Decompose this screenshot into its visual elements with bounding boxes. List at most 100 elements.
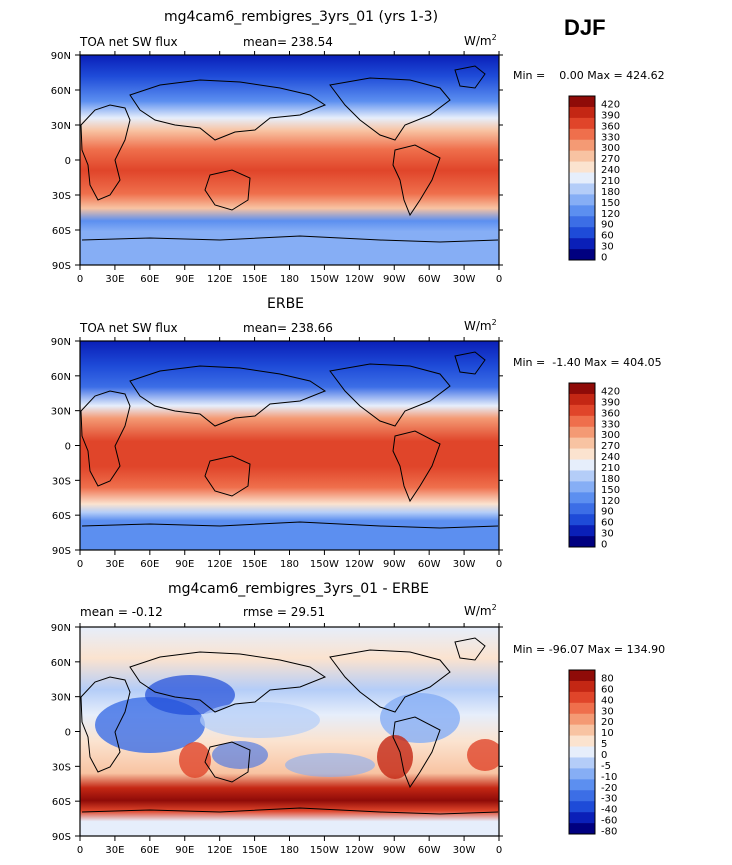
colorbar-label: 5 <box>601 739 607 750</box>
colorbar-label: 180 <box>601 474 620 485</box>
colorbar-swatch <box>569 536 595 548</box>
colorbar-label: 180 <box>601 187 620 198</box>
x-tick-label: 180 <box>280 845 299 856</box>
x-tick-label: 0 <box>496 845 502 856</box>
panel-3-title: mg4cam6_rembigres_3yrs_01 - ERBE <box>168 581 430 597</box>
x-tick-label: 90W <box>383 274 406 285</box>
y-tick-label: 60S <box>52 226 71 237</box>
x-tick-label: 30E <box>105 559 124 570</box>
x-tick-label: 150W <box>310 274 339 285</box>
colorbar-swatch <box>569 492 595 504</box>
colorbar-swatch <box>569 393 595 406</box>
colorbar-label: 30 <box>601 706 614 717</box>
axes-layer: 0 30E 60E 90E 120E 150E 180 150W 120W 90W 60W 30W 0 9… <box>51 51 503 856</box>
colorbar-label: 300 <box>601 143 620 154</box>
colorbar-swatch <box>569 194 595 206</box>
x-tick-label: 30W <box>453 274 476 285</box>
x-tick-label: 150W <box>310 845 339 856</box>
y-tick-label: 90N <box>51 623 71 634</box>
x-tick-label: 30E <box>105 274 124 285</box>
x-tick-label: 120W <box>345 845 374 856</box>
colorbar-swatch <box>569 117 595 130</box>
coastlines <box>80 65 499 815</box>
y-tick-label: 90N <box>51 337 71 348</box>
colorbar-swatch <box>569 481 595 493</box>
x-tick-label: 120E <box>207 559 232 570</box>
colorbar-swatch <box>569 227 595 239</box>
colorbar-frame <box>568 95 596 261</box>
colorbar-label: 30 <box>601 529 614 540</box>
colorbar-label: 360 <box>601 408 620 419</box>
x-tick-label: 0 <box>496 559 502 570</box>
colorbar-label: -30 <box>601 794 617 805</box>
colorbar-label: 360 <box>601 121 620 132</box>
y-tick-label: 0 <box>65 442 71 453</box>
colorbar-swatch <box>569 383 595 395</box>
colorbar-label: 330 <box>601 132 620 143</box>
colorbar-label: 60 <box>601 518 614 529</box>
colorbar-swatch <box>569 139 595 151</box>
colorbar-swatch <box>569 525 595 537</box>
panel-2-left-label: TOA net SW flux <box>80 321 178 335</box>
colorbar-label: 420 <box>601 99 620 110</box>
colorbar-swatch <box>569 128 595 141</box>
y-tick-label: 60N <box>51 372 71 383</box>
colorbar-label: -5 <box>601 761 611 772</box>
x-tick-label: 120W <box>345 559 374 570</box>
panel-1-left-label: TOA net SW flux <box>80 35 178 49</box>
panel-1-minmax: Min = 0.00 Max = 424.62 <box>513 69 665 82</box>
x-tick-label: 0 <box>496 274 502 285</box>
x-tick-label: 90E <box>175 559 194 570</box>
colorbar-swatch <box>569 801 595 813</box>
colorbar-label: 390 <box>601 397 620 408</box>
colorbar-label: 330 <box>601 419 620 430</box>
y-tick-label: 60N <box>51 86 71 97</box>
colorbar-swatch <box>569 757 595 769</box>
panel-3-units: W/m2 <box>464 603 497 618</box>
colorbar-label: 210 <box>601 463 620 474</box>
colorbar-label: 420 <box>601 386 620 397</box>
y-tick-label: 0 <box>65 728 71 739</box>
colorbar-swatch <box>569 470 595 482</box>
x-tick-label: 90E <box>175 845 194 856</box>
colorbar-swatch <box>569 96 595 108</box>
coastline-template <box>80 65 499 243</box>
panel-2-title: ERBE <box>267 296 305 312</box>
colorbars: 4203903603303002702402101801501209060300… <box>568 95 620 838</box>
colorbar-label: -80 <box>601 827 617 838</box>
colorbar-swatch <box>569 503 595 515</box>
panel-2-minmax: Min = -1.40 Max = 404.05 <box>513 356 662 369</box>
y-tick-label: 60S <box>52 511 71 522</box>
colorbar-label: 270 <box>601 154 620 165</box>
y-tick-label: 60N <box>51 658 71 669</box>
colorbar-swatch <box>569 680 595 693</box>
colorbar-swatch <box>569 790 595 802</box>
y-tick-label: 0 <box>65 156 71 167</box>
colorbar-label: 0 <box>601 253 607 264</box>
colorbar-label: 30 <box>601 242 614 253</box>
colorbar-label: 90 <box>601 220 614 231</box>
panel-2-units: W/m2 <box>464 318 497 333</box>
colorbar-frame <box>568 669 596 835</box>
y-tick-label: 90S <box>52 832 71 843</box>
x-tick-label: 150E <box>242 845 267 856</box>
colorbar-swatch <box>569 823 595 835</box>
x-tick-label: 120W <box>345 274 374 285</box>
colorbar-swatch <box>569 404 595 417</box>
y-tick-label: 30S <box>52 476 71 487</box>
colorbar-swatch <box>569 161 595 173</box>
colorbar-swatch <box>569 459 595 471</box>
colorbar-label: 210 <box>601 176 620 187</box>
colorbar-label: 150 <box>601 485 620 496</box>
y-tick-label: 90S <box>52 546 71 557</box>
colorbar-swatch <box>569 670 595 682</box>
colorbar-label: 90 <box>601 507 614 518</box>
colorbar-swatch <box>569 514 595 526</box>
x-tick-label: 60E <box>140 845 159 856</box>
colorbar-label: 80 <box>601 673 614 684</box>
colorbar-label: 240 <box>601 452 620 463</box>
colorbar-label: 270 <box>601 441 620 452</box>
x-tick-label: 30W <box>453 559 476 570</box>
x-tick-label: 60W <box>418 274 441 285</box>
